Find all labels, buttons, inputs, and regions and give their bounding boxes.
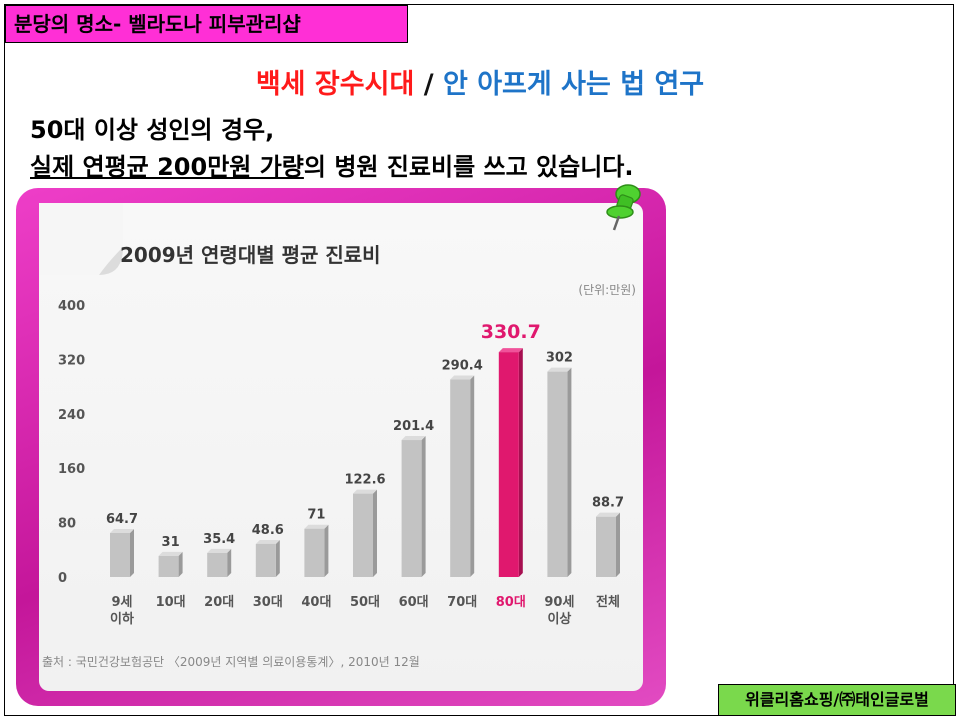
slide-frame — [4, 4, 954, 716]
category-label: 10대 — [156, 595, 186, 610]
category-label: 9세 이하 — [110, 595, 134, 627]
bar — [304, 528, 325, 577]
bar — [110, 533, 130, 577]
bar-side — [373, 489, 377, 577]
bar-chart: 2009년 연령대별 평균 진료비 (단위:만원) 출처 : 국민건강보험공단 … — [42, 243, 636, 669]
category-label: 80대 — [496, 595, 526, 610]
bar-value-label: 88.7 — [592, 496, 624, 511]
bar — [255, 543, 276, 577]
bar — [498, 352, 519, 577]
subtitle-line2: 실제 연평균 200만원 가량의 병원 진료비를 쓰고 있습니다. — [30, 147, 633, 182]
y-tick-label: 320 — [58, 353, 85, 368]
title-part1: 백세 장수시대 — [255, 69, 415, 100]
bar-side — [616, 512, 620, 577]
bar-value-label: 302 — [546, 351, 573, 366]
footer-badge: 위클리홈쇼핑/㈜태인글로벌 — [718, 684, 956, 716]
bar-top — [110, 529, 134, 534]
subtitle-rest: 의 병원 진료비를 쓰고 있습니다. — [303, 153, 634, 181]
y-tick-label: 0 — [58, 571, 67, 586]
bar-top — [401, 436, 426, 441]
y-tick-label: 160 — [58, 462, 85, 477]
bar — [353, 493, 373, 577]
bar-value-label: 31 — [162, 535, 180, 550]
plot-area: 0 80 160 240 320 400 64.7 9세 이하 31 10대 35.4 20대 48.6 3… — [58, 299, 624, 627]
bar-top — [547, 367, 572, 372]
bar-value-label: 35.4 — [203, 532, 235, 547]
category-label: 전체 — [596, 594, 620, 610]
bar-value-label: 122.6 — [344, 473, 385, 488]
chart-card: 2009년 연령대별 평균 진료비 (단위:만원) 출처 : 국민건강보험공단 … — [16, 188, 666, 706]
bar-top — [450, 375, 475, 380]
header-tag: 분당의 명소- 벨라도나 피부관리샵 — [5, 5, 408, 43]
pushpin-icon — [606, 184, 641, 231]
bar-value-label: 330.7 — [481, 321, 541, 343]
category-label: 20대 — [204, 595, 234, 610]
y-tick-label: 400 — [58, 299, 85, 314]
category-label: 40대 — [301, 595, 331, 610]
bar-top — [353, 489, 377, 494]
bar-side — [470, 375, 475, 577]
bar-side — [130, 529, 134, 577]
bar-side — [567, 367, 572, 577]
bar-value-label: 201.4 — [393, 419, 434, 434]
bar-value-label: 290.4 — [442, 359, 483, 374]
bar-value-label: 71 — [307, 508, 325, 523]
subtitle-underlined: 실제 연평균 200만원 가량 — [30, 153, 304, 181]
bar-top — [498, 348, 523, 353]
category-label: 60대 — [399, 595, 429, 610]
category-label: 30대 — [253, 595, 283, 610]
bar-top — [158, 551, 183, 556]
bar-side — [275, 539, 280, 577]
bar — [158, 555, 179, 577]
slide-title: 백세 장수시대 / 안 아프게 사는 법 연구 — [0, 62, 960, 101]
category-label: 90세 이상 — [544, 595, 574, 627]
bar-top — [596, 512, 620, 517]
bar-side — [421, 436, 426, 577]
category-label: 70대 — [447, 595, 477, 610]
bar-side — [227, 548, 232, 577]
category-label: 50대 — [350, 595, 380, 610]
chart-title: 2009년 연령대별 평균 진료비 — [120, 243, 381, 267]
y-tick-label: 80 — [58, 517, 76, 532]
chart-source: 출처 : 국민건강보험공단 〈2009년 지역별 의료이용통계〉, 2010년 … — [42, 655, 420, 669]
y-tick-label: 240 — [58, 408, 85, 423]
bar-value-label: 48.6 — [252, 523, 284, 538]
bar — [547, 371, 568, 577]
bar — [596, 516, 616, 577]
subtitle-line1: 50대 이상 성인의 경우, — [30, 116, 275, 144]
bar-side — [324, 524, 329, 577]
bar-top — [304, 524, 329, 529]
bar — [401, 440, 422, 577]
bar-value-label: 64.7 — [106, 512, 138, 527]
bar-side — [178, 551, 183, 577]
chart-panel — [39, 203, 643, 691]
bar-side — [518, 348, 523, 577]
bar — [207, 552, 228, 577]
bar-top — [207, 548, 232, 553]
bar-top — [255, 539, 280, 544]
title-separator: / — [414, 69, 443, 100]
title-part2: 안 아프게 사는 법 연구 — [442, 69, 705, 100]
page-fold-decoration — [39, 203, 123, 275]
bar — [450, 379, 471, 577]
chart-unit-label: (단위:만원) — [578, 283, 636, 297]
